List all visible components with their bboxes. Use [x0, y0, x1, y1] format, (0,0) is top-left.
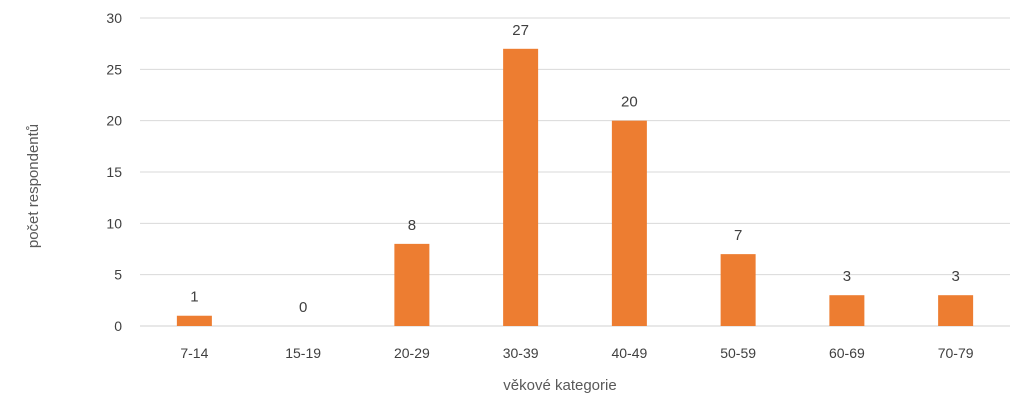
bars: [176, 48, 974, 327]
bar: [829, 295, 865, 326]
bar: [938, 295, 974, 326]
x-axis-ticks: 7-14 15-19 20-29 30-39 40-49 50-59 60-69 70-79: [180, 345, 973, 361]
y-tick-label: 0: [114, 318, 122, 334]
x-tick-label: 70-79: [938, 345, 974, 361]
bar: [611, 120, 647, 327]
data-label: 8: [408, 217, 416, 234]
data-label: 3: [951, 268, 959, 285]
data-label: 3: [843, 268, 851, 285]
x-tick-label: 20-29: [394, 345, 430, 361]
data-label: 7: [734, 227, 742, 244]
bar: [394, 243, 430, 326]
y-axis-ticks: 0 5 10 15 20 25 30: [106, 10, 122, 334]
y-tick-label: 30: [106, 10, 122, 26]
data-labels: 1 0 8 27 20 7 3 3: [190, 22, 960, 316]
bar: [503, 48, 539, 327]
data-label: 27: [512, 22, 529, 39]
data-label: 20: [621, 94, 638, 111]
y-tick-label: 25: [106, 61, 122, 77]
x-tick-label: 15-19: [285, 345, 321, 361]
y-tick-label: 5: [114, 267, 122, 283]
bar: [176, 315, 212, 326]
data-label: 1: [190, 289, 198, 306]
y-tick-label: 20: [106, 113, 122, 129]
x-tick-label: 7-14: [180, 345, 208, 361]
y-tick-label: 10: [106, 215, 122, 231]
x-tick-label: 30-39: [503, 345, 539, 361]
x-tick-label: 40-49: [611, 345, 647, 361]
x-tick-label: 50-59: [720, 345, 756, 361]
x-tick-label: 60-69: [829, 345, 865, 361]
gridlines: [140, 17, 1010, 327]
y-axis-title: počet respondentů: [25, 124, 42, 248]
x-axis-title: věkové kategorie: [503, 377, 616, 394]
bar: [720, 254, 756, 326]
y-tick-label: 15: [106, 164, 122, 180]
data-label: 0: [299, 299, 307, 316]
